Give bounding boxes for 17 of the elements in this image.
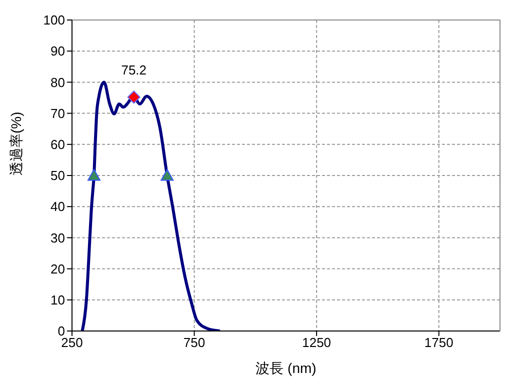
x-tick-label: 750 (183, 335, 206, 350)
y-axis-title: 透過率(%) (8, 112, 24, 176)
y-tick-label: 40 (50, 199, 65, 214)
y-tick-label: 50 (50, 168, 65, 184)
data-label: 75.2 (121, 62, 147, 78)
y-tick-label: 20 (50, 261, 65, 276)
y-tick-label: 70 (50, 106, 65, 121)
x-axis-title: 波長 (nm) (256, 360, 316, 376)
y-tick-label: 80 (50, 74, 65, 90)
x-tick-label: 1750 (424, 335, 454, 350)
y-tick-label: 60 (50, 137, 65, 152)
y-tick-label: 100 (43, 12, 65, 28)
y-tick-label: 10 (50, 292, 65, 308)
y-tick-label: 90 (50, 44, 65, 59)
x-tick-label: 1250 (302, 335, 332, 350)
y-tick-label: 30 (50, 230, 65, 246)
line-series (80, 80, 222, 331)
